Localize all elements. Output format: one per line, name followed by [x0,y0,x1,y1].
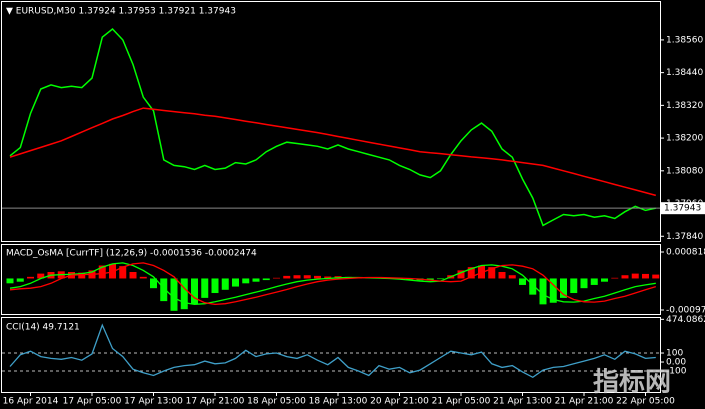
x-tick-label: 21 Apr 21:00 [555,397,614,407]
cci-panel [1,317,661,393]
histogram-bar [150,278,157,289]
histogram-bar [467,267,475,279]
histogram-bar [160,278,168,302]
x-tick-label: 17 Apr 05:00 [63,397,122,407]
histogram-bar [590,278,598,285]
histogram-bar [303,275,311,279]
histogram-bar [642,273,649,279]
current-price-box [661,202,705,215]
histogram-bar [580,278,588,289]
series-line [9,107,656,197]
histogram-bar [621,275,629,279]
histogram-bar [293,275,301,279]
x-tick-label: 18 Apr 13:00 [309,397,368,407]
histogram-bar [539,278,547,305]
plot-area [2,323,660,379]
y-tick-label: 474.0862 [666,315,705,325]
macd-title: MACD_OsMA [CurrTF] (12,26,9) -0.0001536 … [6,249,257,259]
histogram-bar [324,276,332,279]
y-tick-label: 1.37840 [666,232,703,242]
histogram-bar [498,271,506,279]
series-line [9,262,656,306]
histogram-bar [549,278,557,303]
y-tick-label: 100 [666,349,683,359]
x-tick-label: 16 Apr 2014 [3,397,59,407]
y-tick-label: 0.000818 [666,247,705,257]
histogram-bar [570,278,578,294]
y-tick-label: -100 [666,367,687,377]
y-tick-label: 1.38200 [666,134,703,144]
histogram-bar [283,275,291,279]
watermark: 指标网 [593,368,671,398]
plot-area [9,27,656,227]
histogram-bar [180,278,188,310]
histogram-bar [6,278,14,284]
current-price-label: 1.37943 [664,204,701,214]
plot-area [6,262,660,311]
x-tick-label: 21 Apr 05:00 [432,397,491,407]
histogram-bar [139,276,147,279]
histogram-bar [488,267,496,279]
histogram-bar [508,275,516,279]
histogram-bar [252,278,260,282]
x-tick-label: 21 Apr 13:00 [493,397,552,407]
x-tick-label: 17 Apr 21:00 [186,397,245,407]
histogram-bar [529,278,537,295]
histogram-bar [16,278,24,282]
macd-panel [1,244,661,315]
histogram-bar [170,278,178,311]
y-tick-label: 0.00 [666,358,686,368]
histogram-bar [78,272,86,279]
cci-title: CCI(14) 49.7121 [6,323,80,333]
histogram-bar [652,274,660,279]
histogram-bar [211,278,219,294]
histogram-bar [262,278,270,281]
x-tick-label: 20 Apr 21:00 [370,397,429,407]
histogram-bar [314,275,321,279]
y-tick-label: 1.38560 [666,35,703,45]
y-tick-label: 1.38080 [666,166,703,176]
histogram-bar [201,278,209,298]
histogram-bar [273,277,280,279]
x-tick-label: 17 Apr 13:00 [124,397,183,407]
histogram-bar [437,278,444,280]
histogram-bar [519,278,526,285]
histogram-bar [426,278,434,281]
histogram-bar [221,278,229,290]
histogram-bar [119,266,127,279]
series-line [9,27,656,227]
histogram-bar [98,265,106,279]
histogram-bar [27,276,34,279]
price-panel [1,1,661,242]
price-title: ▼ EURUSD,M30 1.37924 1.37953 1.37921 1.3… [6,7,236,17]
histogram-bar [611,277,619,279]
histogram-bar [601,278,608,282]
histogram-bar [129,271,137,279]
y-tick-label: 1.38320 [666,101,703,111]
x-tick-label: 22 Apr 05:00 [616,397,675,407]
x-tick-label: 18 Apr 05:00 [247,397,306,407]
histogram-bar [37,273,45,279]
histogram-bar [631,273,639,279]
histogram-bar [457,270,465,279]
series-line [9,323,656,379]
histogram-bar [191,278,198,305]
series-line [9,262,656,306]
histogram-bar [560,278,567,298]
y-tick-label: 1.38440 [666,68,703,78]
histogram-bar [242,278,250,284]
histogram-bar [109,263,116,279]
histogram-bar [232,278,239,287]
